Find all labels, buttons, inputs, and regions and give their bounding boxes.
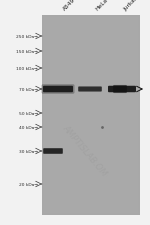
- Text: 40 kDa→: 40 kDa→: [19, 126, 38, 129]
- Text: 100 kDa→: 100 kDa→: [16, 67, 38, 71]
- Text: 20 kDa→: 20 kDa→: [19, 182, 38, 186]
- Text: 30 kDa→: 30 kDa→: [19, 149, 38, 153]
- Text: HeLa: HeLa: [95, 0, 109, 12]
- Text: 50 kDa→: 50 kDa→: [19, 112, 38, 115]
- Text: 150 kDa→: 150 kDa→: [16, 50, 38, 54]
- FancyBboxPatch shape: [43, 148, 63, 154]
- Text: 250 kDa→: 250 kDa→: [16, 35, 38, 39]
- FancyBboxPatch shape: [43, 86, 73, 93]
- FancyBboxPatch shape: [78, 87, 102, 92]
- Text: 70 kDa→: 70 kDa→: [19, 88, 38, 92]
- Text: Jurkat: Jurkat: [123, 0, 139, 12]
- FancyBboxPatch shape: [113, 86, 127, 94]
- Bar: [42, 16, 140, 215]
- FancyBboxPatch shape: [42, 85, 75, 94]
- Bar: [44, 18, 138, 213]
- Text: A549: A549: [62, 0, 76, 12]
- FancyBboxPatch shape: [108, 86, 136, 93]
- Text: AMPTISLAB.OM: AMPTISLAB.OM: [61, 123, 109, 178]
